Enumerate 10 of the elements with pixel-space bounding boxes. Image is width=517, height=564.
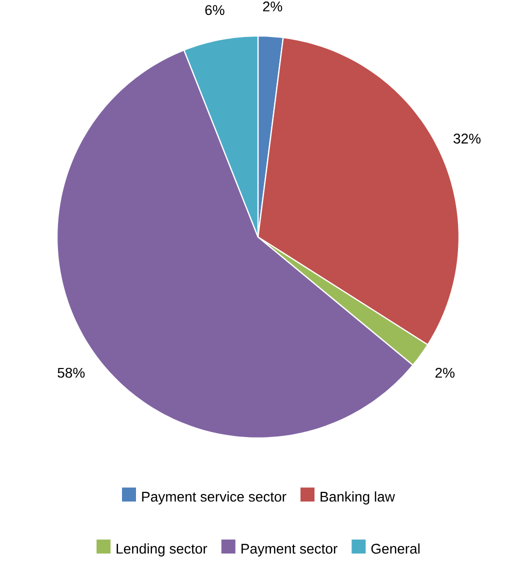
legend-label: General [371,543,420,554]
data-label: 32% [454,134,481,144]
legend-label: Payment sector [242,544,338,556]
data-label: 58% [58,368,85,378]
legend-label: Lending sector [116,543,208,556]
data-label: 2% [435,368,455,378]
data-label: 6% [205,5,224,16]
legend-label: Payment service sector [142,491,286,504]
data-label: 2% [263,2,282,12]
legend-label: Banking law [320,491,395,504]
